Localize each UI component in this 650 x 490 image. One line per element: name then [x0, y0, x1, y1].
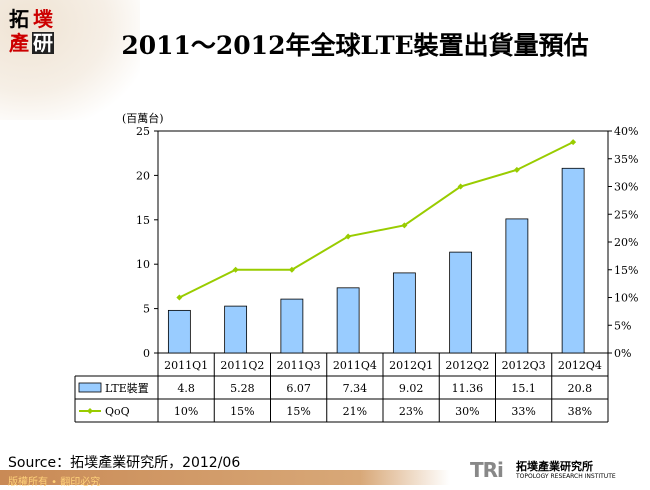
logo-char: 產: [9, 31, 29, 55]
brand-mark: TRi: [470, 458, 504, 482]
y2-tick-label: 10%: [614, 292, 638, 305]
x-tick-label: 2011Q4: [333, 359, 377, 372]
qoq-data-label: 15%: [286, 405, 310, 418]
logo-char: 墣: [33, 7, 53, 31]
qoq-data-label: 15%: [230, 405, 254, 418]
legend-bar-label: LTE裝置: [105, 382, 149, 395]
qoq-marker: [401, 222, 408, 229]
qoq-data-label: 30%: [455, 405, 479, 418]
y-tick-label: 0: [143, 347, 150, 360]
bar: [167, 309, 191, 354]
qoq-marker: [570, 139, 577, 146]
bar-data-label: 6.07: [286, 382, 311, 395]
bar-data-label: 9.02: [399, 382, 424, 395]
y-tick-label: 25: [136, 125, 150, 138]
bar: [280, 298, 304, 354]
qoq-marker: [457, 183, 464, 190]
y-tick-label: 15: [136, 214, 150, 227]
qoq-marker: [176, 294, 183, 301]
x-tick-label: 2012Q1: [389, 359, 433, 372]
y-tick-label: 10: [136, 258, 150, 271]
qoq-marker: [345, 233, 352, 240]
y2-tick-label: 0%: [614, 347, 631, 360]
company-logo: 拓 墣 產 研: [8, 8, 56, 54]
y2-tick-label: 25%: [614, 208, 638, 221]
qoq-data-label: 10%: [174, 405, 198, 418]
corner-decoration: [0, 0, 140, 120]
page-title: 2011～2012年全球LTE裝置出貨量預估: [121, 31, 589, 60]
y2-tick-label: 20%: [614, 236, 638, 249]
copyright: 版權所有 • 翻印必究: [8, 477, 101, 488]
qoq-marker: [232, 266, 239, 273]
footer-bar: 版權所有 • 翻印必究: [0, 470, 450, 488]
x-tick-label: 2011Q2: [220, 359, 264, 372]
y-tick-label: 20: [136, 169, 150, 182]
qoq-data-label: 23%: [399, 405, 423, 418]
bar-data-label: 7.34: [343, 382, 368, 395]
bar-data-label: 15.1: [511, 382, 536, 395]
source-note: Source：拓墣產業研究所，2012/06: [8, 455, 241, 471]
y2-tick-label: 30%: [614, 181, 638, 194]
x-tick-label: 2011Q1: [164, 359, 208, 372]
brand-logo: TRi 拓墣產業研究所 TOPOLOGY RESEARCH INSTITUTE: [470, 458, 616, 482]
brand-name-en: TOPOLOGY RESEARCH INSTITUTE: [516, 473, 616, 480]
y2-tick-label: 5%: [614, 319, 631, 332]
y2-tick-label: 40%: [614, 125, 638, 138]
bar: [449, 251, 473, 354]
bar: [224, 305, 248, 354]
qoq-line: [178, 141, 574, 299]
y2-tick-label: 15%: [614, 264, 638, 277]
bar-data-label: 11.36: [452, 382, 484, 395]
legend-bar-swatch: [78, 382, 102, 393]
chart: (百萬台) 0 5 10 15 20 25 0% 5% 10% 15% 20% 25% 30% 35% 40%…: [74, 111, 638, 423]
legend-line-label: QoQ: [105, 405, 130, 418]
x-tick-label: 2012Q3: [502, 359, 546, 372]
logo-char: 研: [32, 31, 54, 55]
qoq-data-label: 33%: [511, 405, 535, 418]
bar-data-label: 4.8: [177, 382, 195, 395]
bar-data-label: 5.28: [230, 382, 255, 395]
qoq-marker: [288, 266, 295, 273]
brand-name-cn: 拓墣產業研究所: [516, 460, 593, 473]
bar: [392, 272, 416, 354]
bar: [336, 287, 360, 354]
x-tick-label: 2011Q3: [277, 359, 321, 372]
y-tick-label: 5: [143, 303, 150, 316]
qoq-data-label: 38%: [568, 405, 592, 418]
y-axis-label: (百萬台): [122, 111, 164, 125]
x-tick-label: 2012Q4: [558, 359, 602, 372]
qoq-marker: [513, 166, 520, 173]
bar: [505, 218, 529, 354]
bar: [561, 167, 585, 354]
x-tick-label: 2012Q2: [445, 359, 489, 372]
bar-data-label: 20.8: [568, 382, 593, 395]
logo-char: 拓: [9, 7, 29, 31]
y2-tick-label: 35%: [614, 153, 638, 166]
qoq-data-label: 21%: [343, 405, 367, 418]
legend-line-marker: [87, 408, 93, 414]
